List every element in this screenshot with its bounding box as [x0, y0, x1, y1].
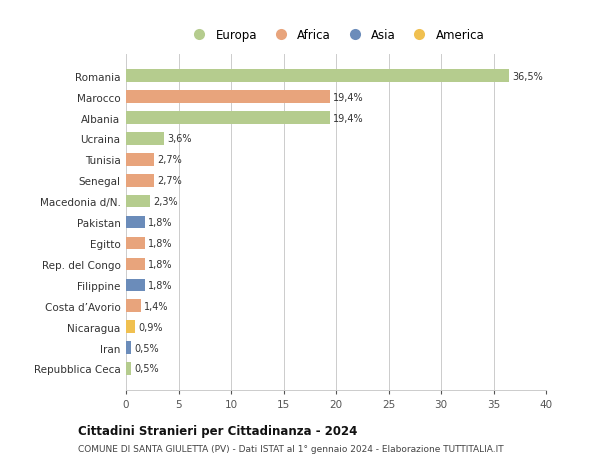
Bar — [126, 196, 150, 208]
Text: 0,9%: 0,9% — [139, 322, 163, 332]
Bar — [126, 321, 136, 333]
Text: 1,8%: 1,8% — [148, 280, 173, 290]
Bar — [126, 237, 145, 250]
Bar — [126, 258, 145, 271]
Bar — [126, 341, 131, 354]
Text: 19,4%: 19,4% — [333, 113, 364, 123]
Bar — [126, 279, 145, 291]
Bar — [126, 154, 154, 166]
Legend: Europa, Africa, Asia, America: Europa, Africa, Asia, America — [182, 24, 490, 46]
Text: Cittadini Stranieri per Cittadinanza - 2024: Cittadini Stranieri per Cittadinanza - 2… — [78, 424, 358, 437]
Text: 3,6%: 3,6% — [167, 134, 191, 144]
Bar — [126, 174, 154, 187]
Text: 1,8%: 1,8% — [148, 218, 173, 228]
Bar — [126, 70, 509, 83]
Bar — [126, 112, 330, 124]
Text: 1,8%: 1,8% — [148, 259, 173, 269]
Text: 36,5%: 36,5% — [512, 72, 543, 82]
Text: 1,4%: 1,4% — [144, 301, 169, 311]
Text: 2,7%: 2,7% — [157, 176, 182, 186]
Bar — [126, 300, 140, 312]
Bar — [126, 91, 330, 104]
Text: 2,7%: 2,7% — [157, 155, 182, 165]
Text: COMUNE DI SANTA GIULETTA (PV) - Dati ISTAT al 1° gennaio 2024 - Elaborazione TUT: COMUNE DI SANTA GIULETTA (PV) - Dati IST… — [78, 444, 503, 453]
Bar — [126, 133, 164, 146]
Bar — [126, 216, 145, 229]
Text: 19,4%: 19,4% — [333, 92, 364, 102]
Text: 0,5%: 0,5% — [134, 343, 159, 353]
Bar — [126, 363, 131, 375]
Text: 1,8%: 1,8% — [148, 239, 173, 248]
Text: 2,3%: 2,3% — [154, 197, 178, 207]
Text: 0,5%: 0,5% — [134, 364, 159, 374]
